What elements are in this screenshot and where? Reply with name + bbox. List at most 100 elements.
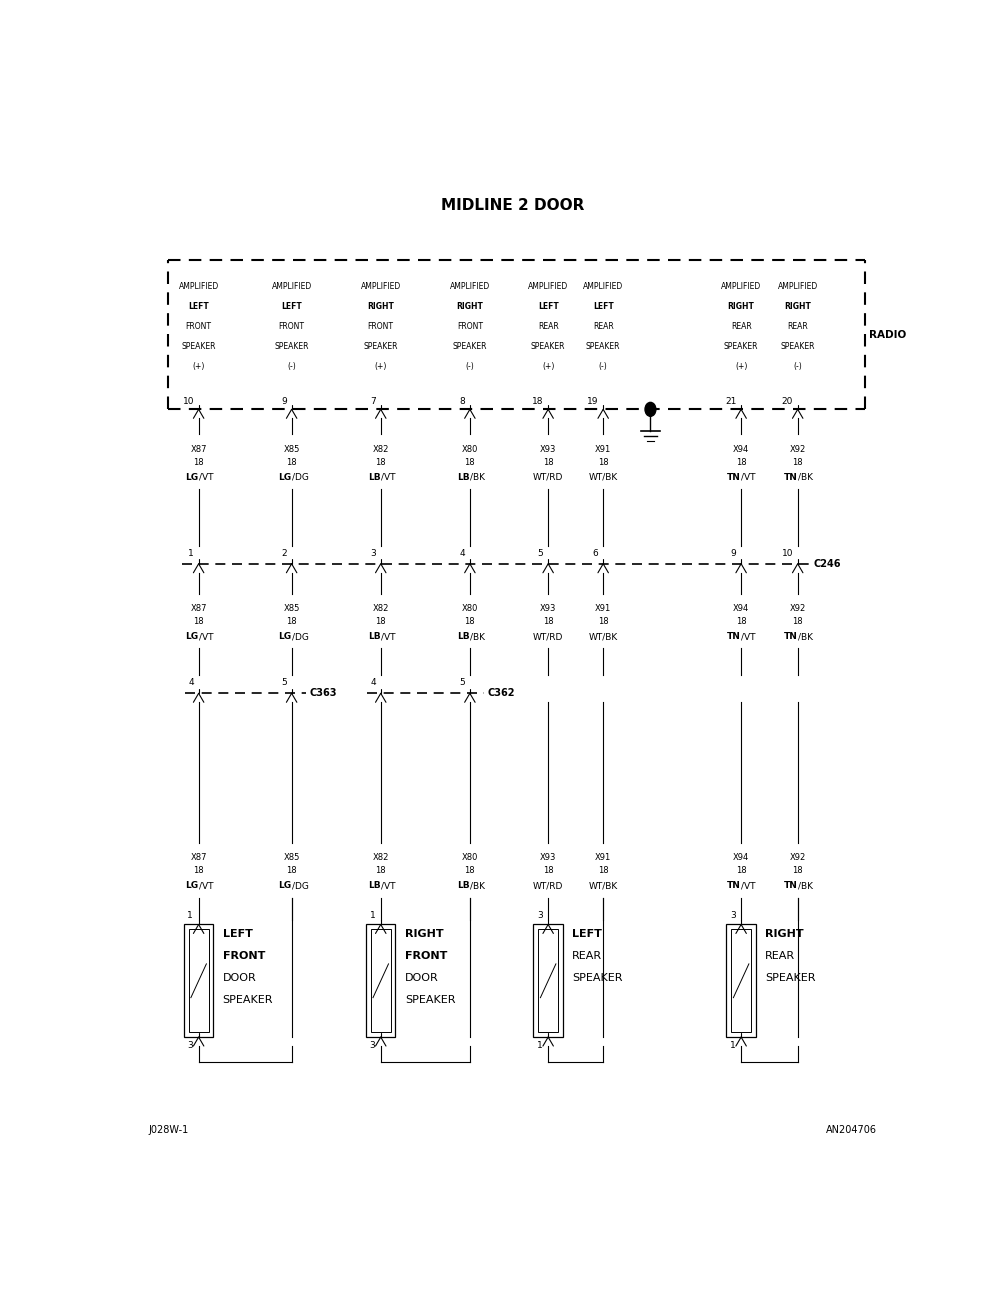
Text: /DG: /DG [292,472,308,481]
Text: SPEAKER: SPEAKER [724,342,758,351]
Text: FRONT: FRONT [186,322,212,331]
Text: 19: 19 [587,397,599,406]
Text: SPEAKER: SPEAKER [765,973,816,983]
Circle shape [645,402,656,417]
Text: 5: 5 [538,549,544,558]
Text: X94: X94 [733,604,749,613]
Text: REAR: REAR [538,322,559,331]
Text: 18: 18 [375,617,386,626]
Text: 18: 18 [792,617,803,626]
Text: SPEAKER: SPEAKER [274,342,309,351]
Text: /VT: /VT [199,472,213,481]
Text: 18: 18 [465,458,475,467]
Text: X92: X92 [790,445,806,454]
Text: 18: 18 [543,617,553,626]
Text: REAR: REAR [572,951,602,961]
Text: X82: X82 [373,445,389,454]
Text: AMPLIFIED: AMPLIFIED [778,282,818,291]
Text: SPEAKER: SPEAKER [453,342,487,351]
Text: X85: X85 [283,604,300,613]
Text: X92: X92 [790,853,806,862]
Text: (+): (+) [192,361,205,370]
Text: (+): (+) [735,361,747,370]
Text: C362: C362 [488,688,515,699]
Text: RIGHT: RIGHT [784,302,811,311]
Text: /VT: /VT [381,631,395,641]
Text: X91: X91 [595,604,611,613]
Text: (-): (-) [287,361,296,370]
Text: LB: LB [368,631,381,641]
Text: /VT: /VT [741,881,756,890]
Text: AMPLIFIED: AMPLIFIED [178,282,219,291]
Text: C363: C363 [309,688,337,699]
Bar [533,924,563,1036]
Text: LG: LG [278,472,292,481]
Text: SPEAKER: SPEAKER [780,342,815,351]
Text: SPEAKER: SPEAKER [586,342,620,351]
Text: J028W-1: J028W-1 [148,1124,188,1135]
Text: LB: LB [368,881,381,890]
Text: FRONT: FRONT [279,322,305,331]
Text: 18: 18 [736,458,746,467]
Text: WT/RD: WT/RD [533,881,563,890]
Text: 8: 8 [459,397,465,406]
Bar [538,929,558,1033]
Text: TN: TN [727,472,741,481]
Text: RIGHT: RIGHT [456,302,483,311]
Text: REAR: REAR [593,322,614,331]
Text: 3: 3 [187,1042,193,1049]
Text: WT/BK: WT/BK [589,881,618,890]
Text: AMPLIFIED: AMPLIFIED [450,282,490,291]
Text: WT/RD: WT/RD [533,472,563,481]
Text: 18: 18 [193,617,204,626]
Text: RADIO: RADIO [869,330,906,339]
Bar [726,924,756,1036]
Text: X87: X87 [190,445,207,454]
Text: 3: 3 [370,549,376,558]
Text: AMPLIFIED: AMPLIFIED [583,282,623,291]
Text: /VT: /VT [381,881,395,890]
Text: X91: X91 [595,853,611,862]
Text: 18: 18 [736,617,746,626]
Text: WT/BK: WT/BK [589,631,618,641]
Text: FRONT: FRONT [223,951,265,961]
Text: 4: 4 [460,549,465,558]
Text: LB: LB [457,881,470,890]
Bar [184,924,213,1036]
Text: SPEAKER: SPEAKER [572,973,623,983]
Text: 9: 9 [731,549,736,558]
Text: REAR: REAR [787,322,808,331]
Text: 18: 18 [543,866,553,875]
Text: 18: 18 [286,866,297,875]
Text: LEFT: LEFT [572,929,602,939]
Text: X93: X93 [540,604,556,613]
Text: C246: C246 [813,559,841,569]
Text: /DG: /DG [292,881,308,890]
Text: (-): (-) [599,361,608,370]
Bar [731,929,751,1033]
Text: AMPLIFIED: AMPLIFIED [272,282,312,291]
Text: TN: TN [727,631,741,641]
Text: WT/RD: WT/RD [533,631,563,641]
Text: 18: 18 [375,458,386,467]
Text: SPEAKER: SPEAKER [531,342,565,351]
Text: REAR: REAR [731,322,752,331]
Text: X80: X80 [462,604,478,613]
Text: LB: LB [457,472,470,481]
Text: 1: 1 [370,911,375,920]
Text: /VT: /VT [199,881,213,890]
Text: 18: 18 [286,617,297,626]
Text: /VT: /VT [381,472,395,481]
Text: 18: 18 [792,866,803,875]
Bar [371,929,391,1033]
Text: TN: TN [784,472,798,481]
Text: REAR: REAR [765,951,795,961]
Text: 10: 10 [782,549,793,558]
Text: LG: LG [186,472,199,481]
Text: X82: X82 [373,604,389,613]
Text: 18: 18 [736,866,746,875]
Text: (+): (+) [542,361,554,370]
Text: LB: LB [368,472,381,481]
Text: LEFT: LEFT [593,302,614,311]
Text: (-): (-) [793,361,802,370]
